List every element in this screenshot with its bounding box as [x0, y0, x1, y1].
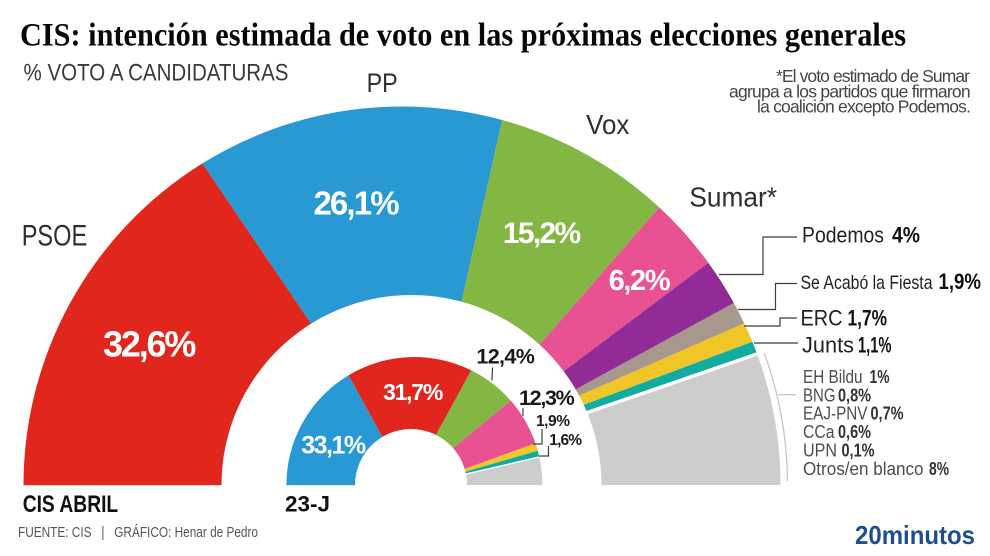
- svg-text:33,1%: 33,1%: [301, 432, 366, 460]
- svg-text:PP: PP: [367, 68, 398, 98]
- svg-text:EAJ-PNV: EAJ-PNV: [803, 404, 868, 424]
- svg-text:31,7%: 31,7%: [383, 379, 443, 405]
- svg-text:PSOE: PSOE: [22, 220, 88, 253]
- svg-text:0,8%: 0,8%: [838, 385, 871, 405]
- svg-text:agrupa a los partidos que firm: agrupa a los partidos que firmaron: [729, 81, 971, 101]
- svg-text:23-J: 23-J: [285, 492, 330, 517]
- svg-text:1,7%: 1,7%: [848, 306, 888, 331]
- svg-text:8%: 8%: [929, 459, 949, 479]
- svg-text:1,1%: 1,1%: [858, 333, 892, 358]
- svg-text:CCa: CCa: [803, 422, 835, 442]
- svg-text:CIS ABRIL: CIS ABRIL: [23, 491, 119, 518]
- svg-text:1,9%: 1,9%: [536, 413, 570, 430]
- svg-text:12,4%: 12,4%: [476, 345, 534, 369]
- svg-text:15,2%: 15,2%: [503, 217, 581, 250]
- svg-text:0,6%: 0,6%: [838, 422, 871, 442]
- svg-text:% VOTO A CANDIDATURAS: % VOTO A CANDIDATURAS: [24, 60, 289, 87]
- svg-text:FUENTE: CIS | GRÁFICO: Hen: FUENTE: CIS | GRÁFICO: Henar de Pedro: [18, 524, 258, 541]
- svg-text:32,6%: 32,6%: [103, 324, 196, 365]
- svg-text:Junts: Junts: [802, 333, 854, 358]
- svg-text:1,9%: 1,9%: [939, 269, 982, 294]
- svg-text:4%: 4%: [892, 223, 920, 248]
- svg-text:20minutos: 20minutos: [855, 520, 975, 550]
- svg-text:Sumar*: Sumar*: [689, 182, 777, 213]
- svg-text:12,3%: 12,3%: [519, 386, 575, 410]
- svg-text:UPN: UPN: [803, 440, 837, 460]
- svg-text:6,2%: 6,2%: [609, 265, 671, 297]
- svg-text:CIS: intención estimada de vot: CIS: intención estimada de voto en las p…: [20, 18, 906, 54]
- svg-text:Se Acabó la Fiesta: Se Acabó la Fiesta: [801, 272, 933, 294]
- svg-text:1%: 1%: [870, 367, 890, 387]
- svg-text:la coalición excepto Podemos.: la coalición excepto Podemos.: [757, 97, 971, 117]
- svg-text:1,6%: 1,6%: [549, 432, 582, 449]
- svg-text:ERC: ERC: [801, 306, 843, 331]
- svg-text:26,1%: 26,1%: [313, 184, 399, 221]
- svg-text:Podemos: Podemos: [802, 223, 884, 248]
- svg-text:0,7%: 0,7%: [871, 404, 904, 424]
- svg-text:Vox: Vox: [586, 109, 629, 140]
- svg-text:Otros/en blanco: Otros/en blanco: [803, 459, 924, 479]
- svg-text:EH Bildu: EH Bildu: [803, 367, 863, 387]
- svg-text:0,1%: 0,1%: [842, 440, 875, 460]
- svg-text:BNG: BNG: [803, 385, 836, 405]
- svg-text:*El voto estimado de Sumar: *El voto estimado de Sumar: [776, 66, 970, 86]
